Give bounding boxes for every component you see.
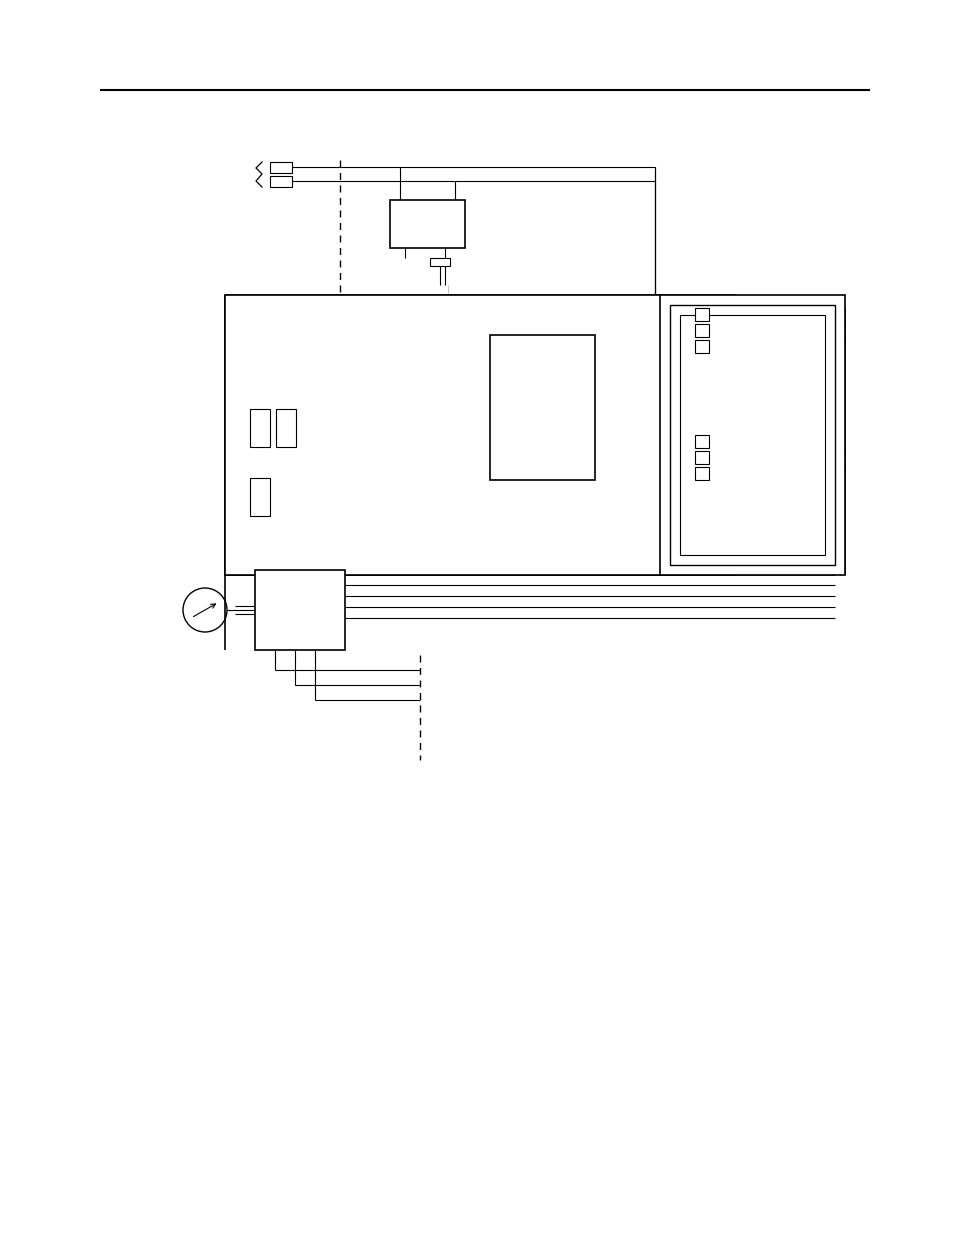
Bar <box>695 340 708 353</box>
Bar <box>490 335 595 480</box>
Bar <box>695 467 708 480</box>
Bar <box>695 308 708 321</box>
Bar <box>669 305 834 564</box>
Bar <box>695 435 708 448</box>
Bar <box>270 162 292 173</box>
Bar <box>225 295 734 576</box>
Bar <box>695 324 708 337</box>
Bar <box>430 258 450 266</box>
Bar <box>695 451 708 464</box>
Bar <box>390 200 464 248</box>
Bar <box>270 177 292 186</box>
Bar <box>250 409 270 447</box>
Bar <box>254 571 345 650</box>
Bar <box>679 315 824 555</box>
Bar <box>250 478 270 516</box>
Bar <box>659 295 844 576</box>
Bar <box>275 409 295 447</box>
